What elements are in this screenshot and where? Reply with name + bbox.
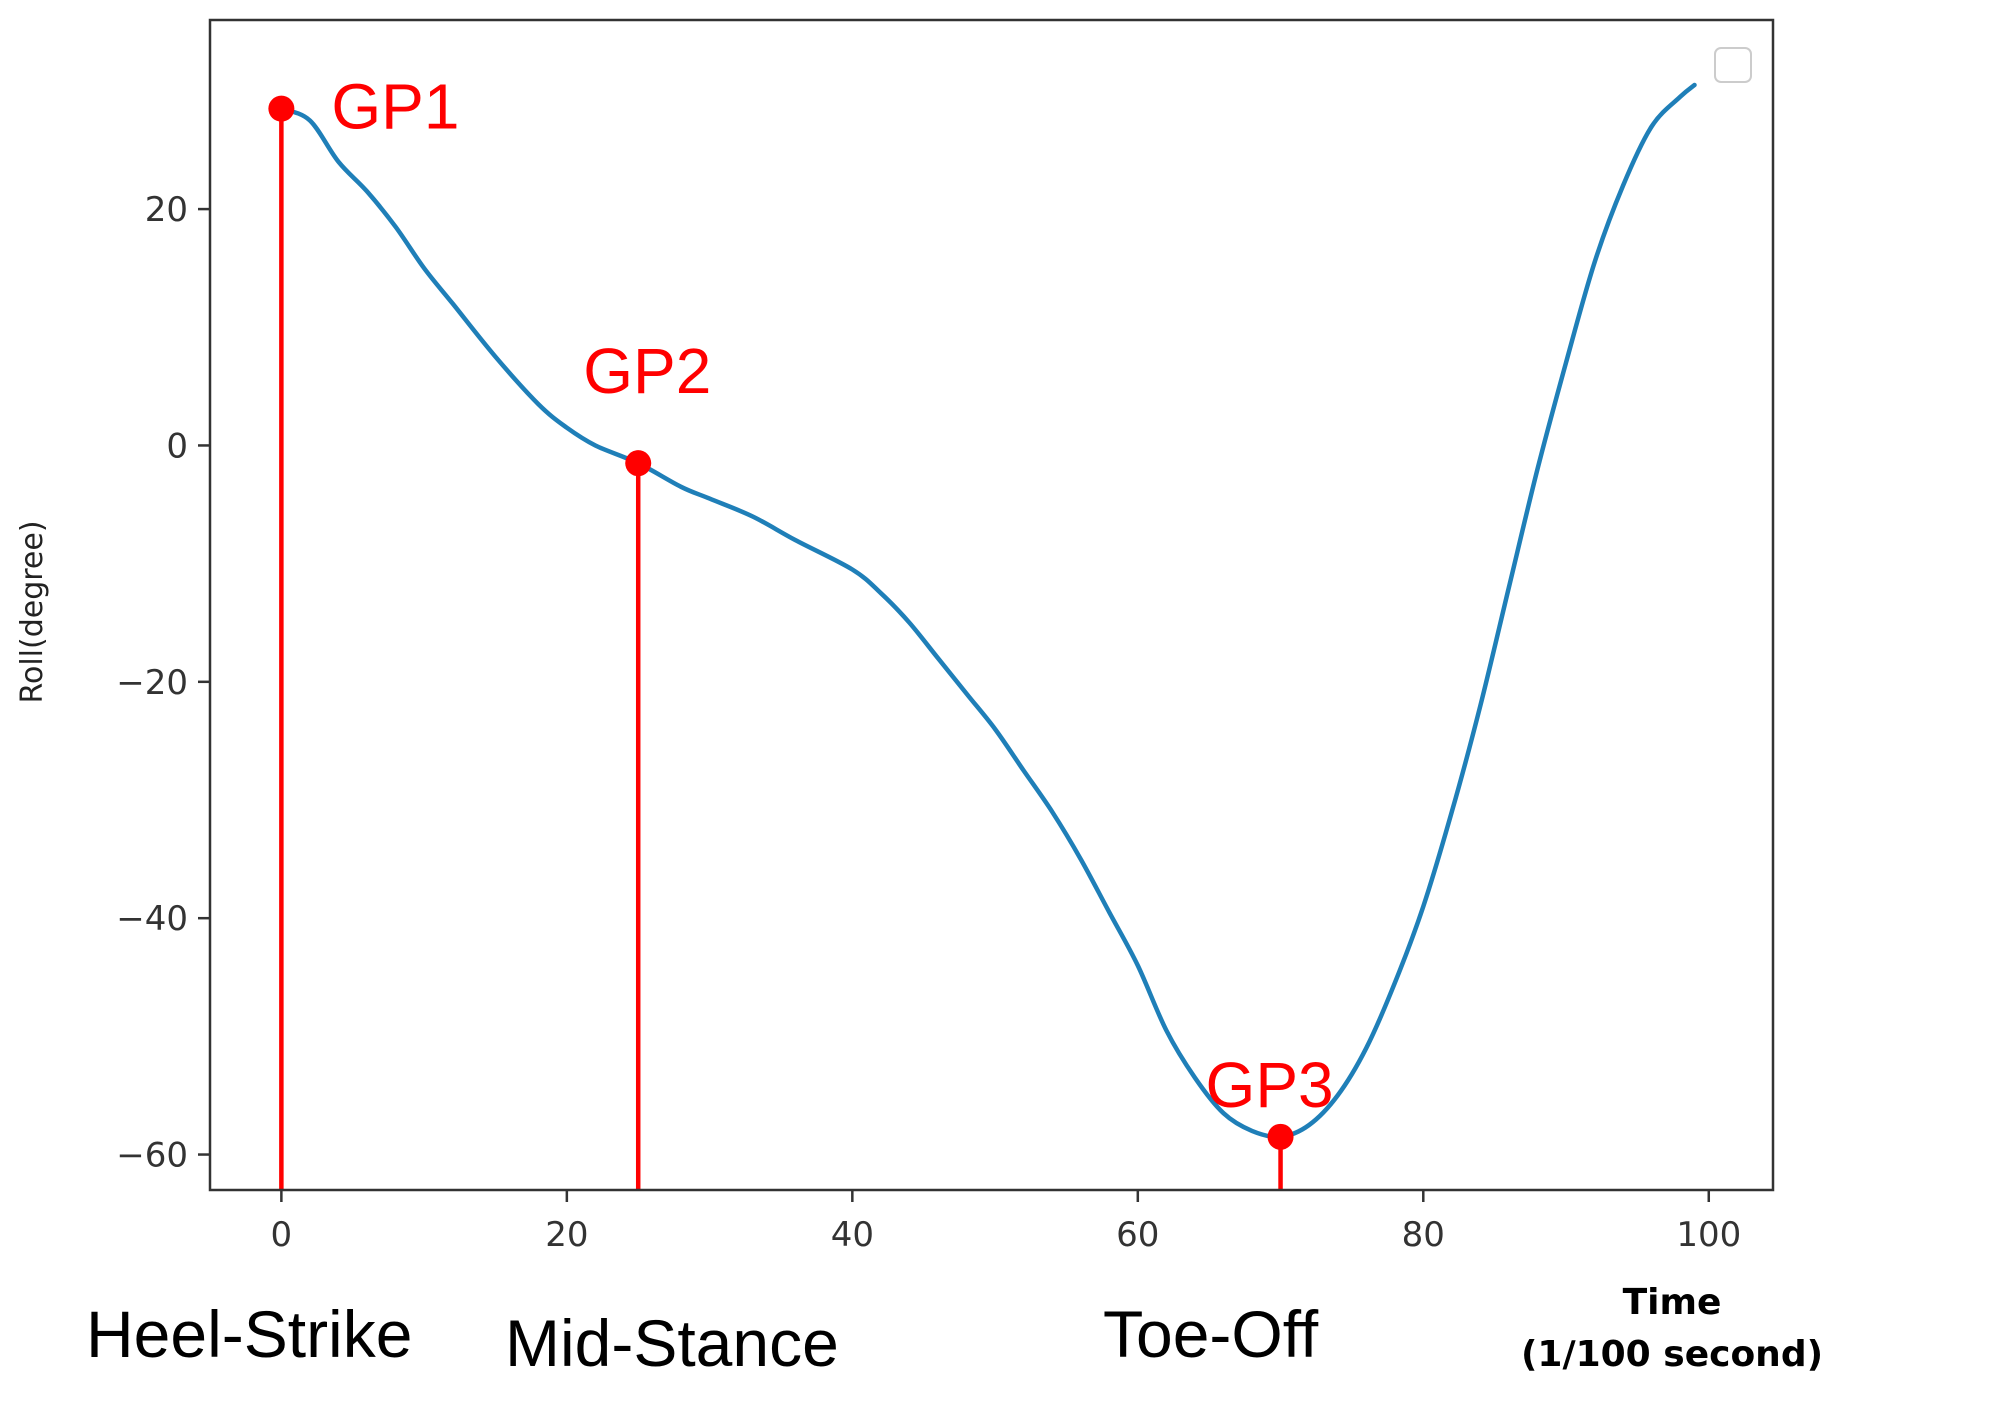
x-axis-label-line2: (1/100 second)	[1521, 1334, 1823, 1375]
line-layer	[279, 82, 1697, 1140]
x-tick-label: 80	[1402, 1215, 1445, 1255]
phase-label-mid-stance: Mid-Stance	[505, 1306, 839, 1380]
y-axis-label: Roll(degree)	[15, 520, 50, 703]
y-tick-label: −20	[116, 663, 188, 703]
x-tick-label: 20	[545, 1215, 588, 1255]
labels-layer: GP1 GP2 GP3	[331, 71, 1333, 1121]
phase-label-toe-off: Toe-Off	[1103, 1297, 1319, 1371]
y-tick-label: 0	[166, 426, 188, 466]
x-tick-label: 60	[1116, 1215, 1159, 1255]
gp1-marker	[268, 95, 295, 122]
gp1-label: GP1	[331, 71, 459, 143]
markers-layer	[268, 95, 1294, 1150]
gp2-label: GP2	[583, 335, 711, 407]
ticks-layer: 0 20 40 60 80 100 20 0 −20 −40 −60	[116, 190, 1741, 1255]
y-tick-label: −60	[116, 1136, 188, 1176]
phase-label-heel-strike: Heel-Strike	[86, 1297, 412, 1371]
x-axis-label-line1: Time	[1623, 1282, 1722, 1323]
y-tick-label: −40	[116, 899, 188, 939]
x-tick-label: 40	[831, 1215, 874, 1255]
gp3-label: GP3	[1206, 1049, 1334, 1121]
x-tick-label: 100	[1676, 1215, 1741, 1255]
y-tick-label: 20	[145, 190, 188, 230]
x-tick-label: 0	[271, 1215, 293, 1255]
legend-box	[1714, 47, 1752, 83]
plot-area-frame	[208, 18, 1775, 1192]
gp3-marker	[1267, 1123, 1294, 1150]
gp2-marker	[625, 450, 652, 477]
roll-series-line	[279, 82, 1697, 1140]
stems-layer	[279, 108, 1283, 1190]
